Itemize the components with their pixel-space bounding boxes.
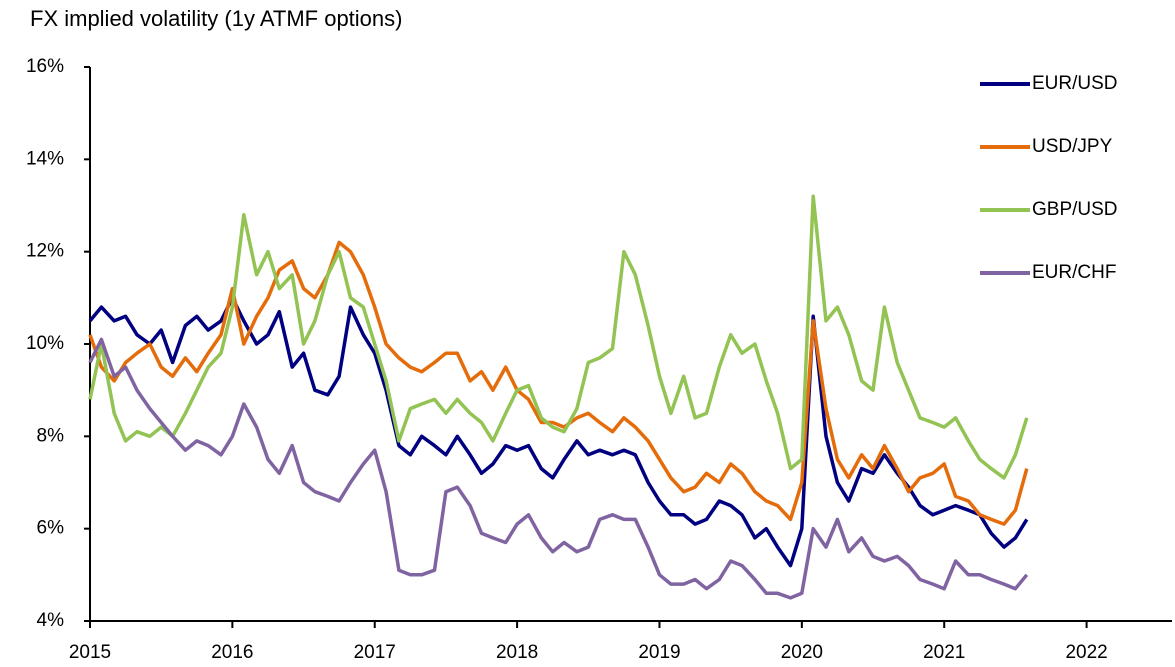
y-tick-label: 16% (26, 56, 64, 77)
legend-label: USD/JPY (1032, 136, 1113, 157)
x-tick-label: 2018 (496, 642, 538, 663)
series-line (88, 337, 1029, 600)
y-tick-label: 6% (37, 518, 65, 539)
chart-title: FX implied volatility (1y ATMF options) (30, 6, 402, 31)
x-tick-label: 2020 (781, 642, 823, 663)
x-tick-label: 2017 (354, 642, 396, 663)
series-line (88, 296, 1029, 568)
y-tick-label: 8% (37, 425, 65, 446)
x-tick-label: 2021 (923, 642, 965, 663)
series-line (88, 240, 1029, 526)
y-tick-label: 4% (37, 610, 65, 631)
x-tick-label: 2015 (69, 642, 111, 663)
x-tick-label: 2019 (638, 642, 680, 663)
y-tick-label: 12% (26, 241, 64, 262)
y-tick-label: 14% (26, 148, 64, 169)
x-tick-label: 2022 (1065, 642, 1107, 663)
y-tick-label: 10% (26, 333, 64, 354)
legend-label: EUR/USD (1032, 73, 1118, 94)
legend-label: GBP/USD (1032, 199, 1118, 220)
x-tick-label: 2016 (211, 642, 253, 663)
series-line (88, 194, 1029, 480)
legend-label: EUR/CHF (1032, 262, 1116, 283)
